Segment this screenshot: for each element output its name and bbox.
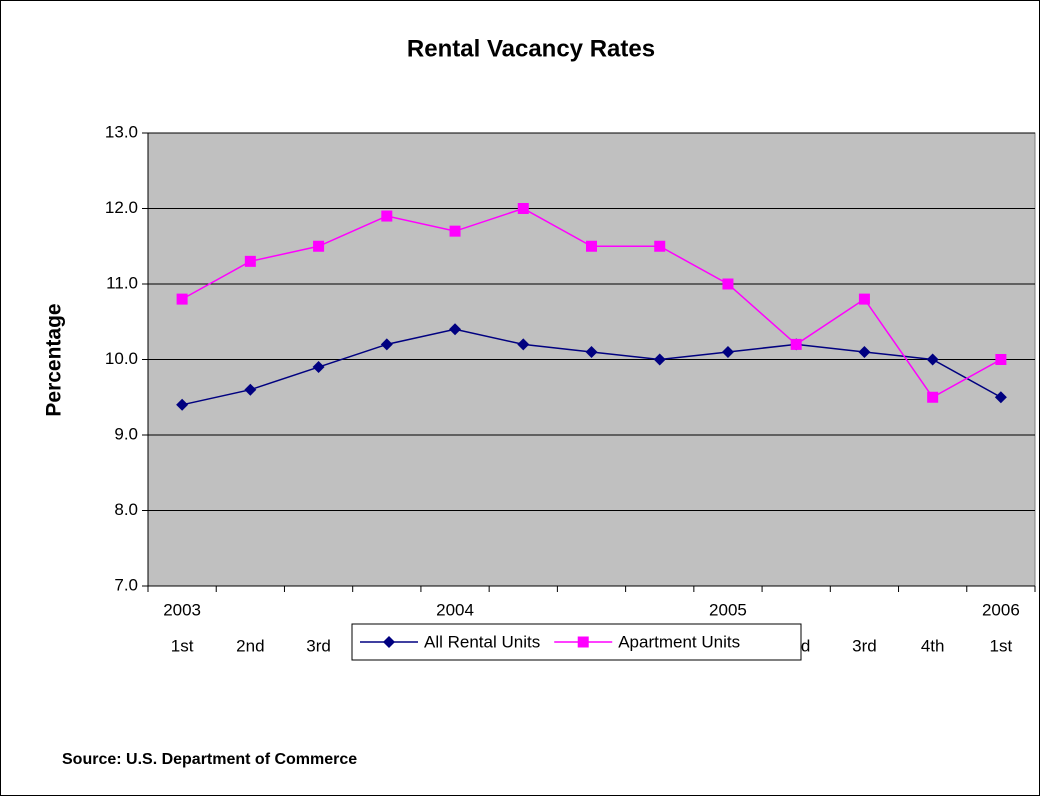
marker	[380, 338, 393, 351]
marker	[577, 636, 589, 648]
y-tick-label: 10.0	[105, 349, 138, 368]
marker	[653, 353, 666, 366]
marker	[721, 345, 734, 358]
x-tick-label: 1st	[171, 636, 194, 655]
y-tick-label: 9.0	[114, 424, 138, 443]
marker	[858, 345, 871, 358]
y-tick-label: 12.0	[105, 198, 138, 217]
y-tick-label: 11.0	[106, 273, 138, 292]
x-tick-label: 4th	[921, 636, 945, 655]
legend-label: Apartment Units	[618, 632, 740, 651]
marker	[586, 240, 597, 252]
x-year-label: 2004	[436, 600, 474, 619]
y-tick-label: 13.0	[105, 122, 138, 141]
marker	[312, 361, 325, 374]
marker	[994, 391, 1007, 404]
y-axis-label: Percentage	[43, 303, 66, 416]
source-note: Source: U.S. Department of Commerce	[62, 751, 357, 768]
marker	[927, 391, 939, 403]
x-year-label: 2006	[982, 600, 1020, 619]
marker	[722, 278, 734, 290]
x-year-label: 2005	[709, 600, 747, 619]
x-year-label: 2003	[163, 600, 201, 619]
x-tick-label: 3rd	[306, 636, 331, 655]
marker	[858, 293, 870, 305]
marker	[383, 636, 395, 648]
marker	[176, 398, 189, 411]
x-tick-label: 1st	[990, 636, 1013, 655]
x-tick-label: 3rd	[852, 636, 877, 655]
marker	[176, 293, 188, 305]
x-tick-label: 2nd	[236, 636, 264, 655]
legend-label: All Rental Units	[424, 632, 540, 651]
marker	[926, 353, 939, 366]
y-tick-label: 7.0	[114, 575, 138, 594]
marker	[449, 323, 462, 336]
marker	[449, 225, 461, 237]
marker	[585, 345, 598, 358]
marker	[381, 210, 393, 222]
marker	[790, 338, 802, 350]
marker	[244, 255, 256, 267]
y-tick-label: 8.0	[114, 500, 138, 519]
marker	[313, 240, 325, 252]
chart-title: Rental Vacancy Rates	[407, 35, 655, 62]
marker	[517, 338, 530, 351]
marker	[654, 240, 666, 252]
marker	[995, 354, 1007, 365]
marker	[517, 203, 529, 214]
marker	[244, 383, 257, 396]
